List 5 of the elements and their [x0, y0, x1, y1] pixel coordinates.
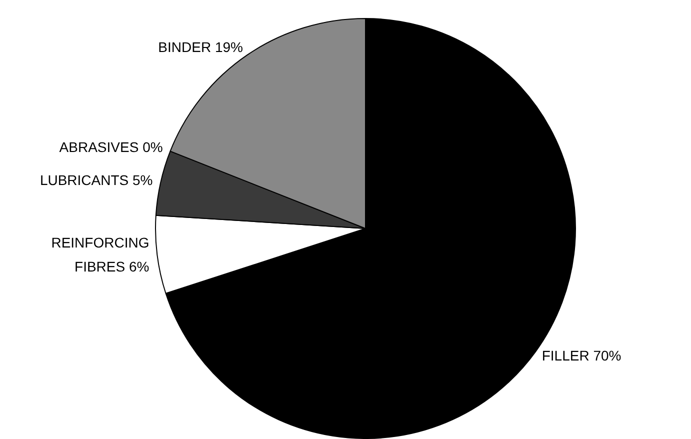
slice-label: FILLER 70%	[542, 347, 622, 364]
slice-label: LUBRICANTS 5%	[40, 172, 153, 188]
slice-label: BINDER 19%	[158, 39, 243, 56]
category-label: ABRASIVES 0%	[59, 139, 163, 156]
slice-label: REINFORCING FIBRES 6%	[51, 234, 150, 275]
